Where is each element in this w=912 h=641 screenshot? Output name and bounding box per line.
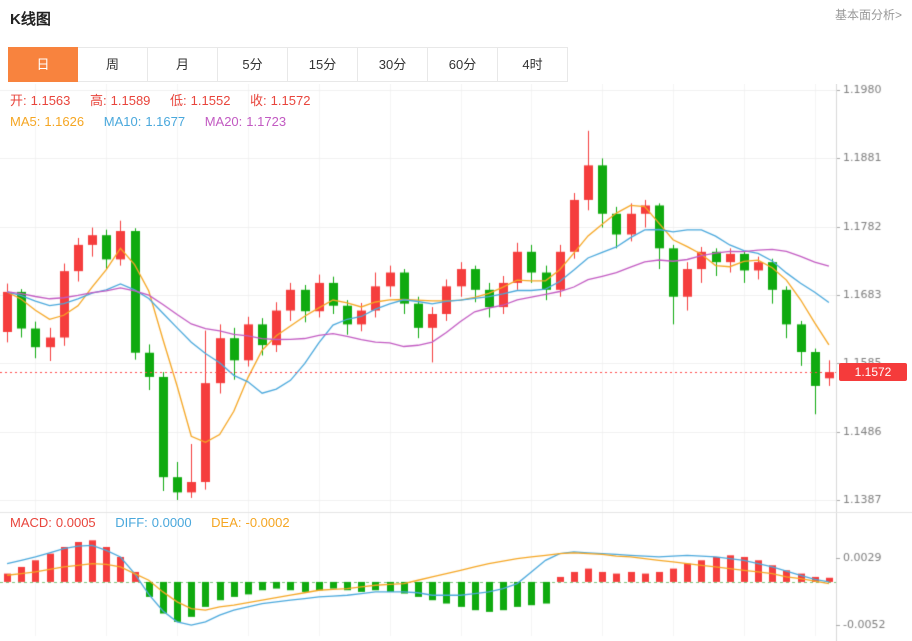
current-price-tag: 1.1572	[839, 363, 907, 382]
page-header: K线图 基本面分析>	[0, 0, 912, 34]
tab-hour4[interactable]: 4时	[498, 47, 568, 82]
kline-chart-canvas[interactable]	[0, 84, 912, 641]
fundamental-analysis-link[interactable]: 基本面分析>	[834, 8, 902, 22]
chart-area: 开: 1.1563 高: 1.1589 低: 1.1552 收: 1.1572 MA5:…	[0, 84, 912, 641]
tab-week[interactable]: 周	[78, 47, 148, 82]
tab-month[interactable]: 月	[148, 47, 218, 82]
interval-tab-bar: 日周月 5分 15分 30分 60分 4时	[8, 47, 568, 82]
tab-min5[interactable]: 5分	[218, 47, 288, 82]
page-title: K线图	[10, 11, 51, 28]
tab-min60[interactable]: 60分	[428, 47, 498, 82]
tab-min15[interactable]: 15分	[288, 47, 358, 82]
tab-min30[interactable]: 30分	[358, 47, 428, 82]
tab-day[interactable]: 日	[8, 47, 78, 82]
